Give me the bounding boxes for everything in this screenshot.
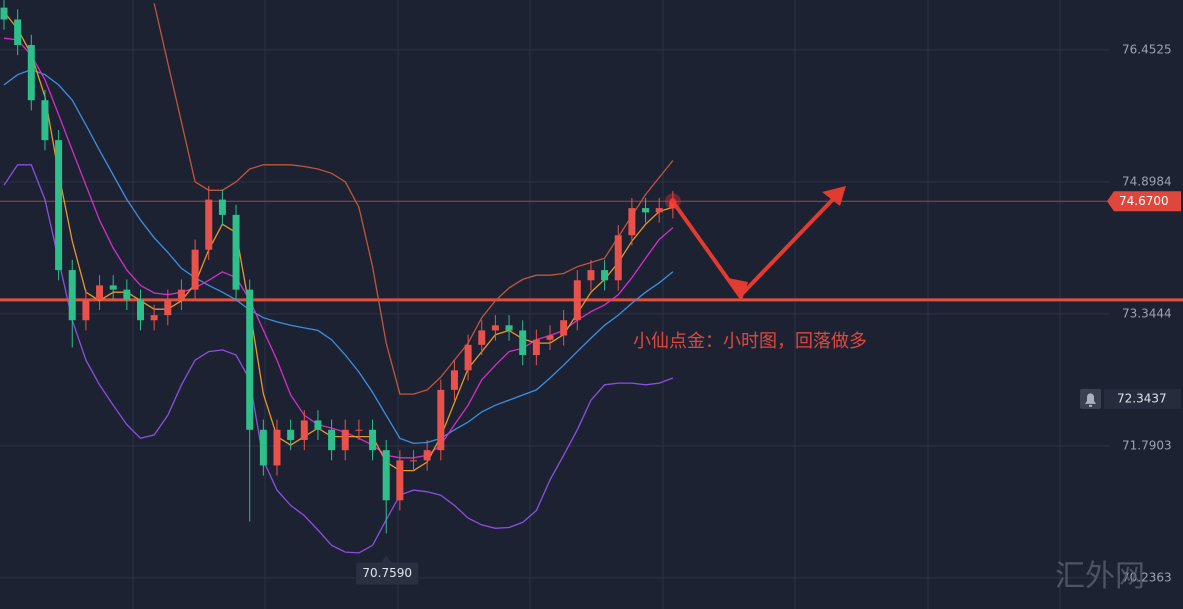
indicator-line <box>153 3 674 395</box>
low-marker-label: 70.7590 <box>362 566 412 580</box>
candle-body <box>601 270 609 281</box>
last-price-dot <box>669 198 676 205</box>
candle-body <box>464 344 472 371</box>
candle-body <box>191 249 199 290</box>
candle-body <box>491 325 499 331</box>
candle-body <box>560 320 568 336</box>
candle-body <box>341 429 349 451</box>
candle-body <box>669 201 677 209</box>
last-price-box <box>1107 191 1181 212</box>
candle-body <box>232 214 240 290</box>
candle-body <box>55 140 63 271</box>
candle-body <box>287 429 295 440</box>
alert-bell <box>1085 393 1096 407</box>
candle-body <box>532 339 540 356</box>
candle-body <box>546 335 554 340</box>
arrows <box>674 186 846 300</box>
y-tick-label: 73.3444 <box>1122 306 1172 320</box>
candle-body <box>369 429 377 451</box>
candle-body <box>628 208 636 236</box>
candle-body <box>164 299 172 316</box>
annotation: 小仙点金：小时图，回落做多 <box>633 331 867 352</box>
candle-body <box>246 289 254 430</box>
candle-body <box>573 280 581 321</box>
candle-body <box>314 420 322 430</box>
y-tick-label: 76.4525 <box>1122 42 1172 56</box>
candle-body <box>96 285 104 300</box>
candle-body <box>450 370 458 390</box>
candle-body <box>478 330 486 345</box>
indicator-line <box>3 11 674 472</box>
candle-body <box>14 19 22 46</box>
candle-body <box>519 330 527 356</box>
candle-body <box>259 429 267 466</box>
low-marker-pointer <box>381 555 392 563</box>
y-tick-label: 70.2363 <box>1122 570 1172 584</box>
plot: 76.4525 74.8984 73.3444 71.7903 70.2363 74.67… <box>0 0 1183 585</box>
candle-body <box>505 325 513 331</box>
candle-body <box>109 285 117 290</box>
alert-box <box>1104 388 1181 409</box>
candle-body <box>410 460 417 462</box>
indicator-line <box>3 68 674 445</box>
indicator-line <box>3 164 674 554</box>
y-tick-label: 74.8984 <box>1122 174 1172 188</box>
alert-label: 72.3437 <box>1117 391 1167 405</box>
candle-body <box>123 289 131 300</box>
candle-body <box>82 299 90 321</box>
time-grid <box>132 0 1061 609</box>
candle-body <box>41 100 49 141</box>
candle-body <box>218 199 226 215</box>
candle-body <box>655 208 663 213</box>
candle-body <box>587 270 595 281</box>
candle-body <box>0 7 8 20</box>
candle-body <box>137 299 144 321</box>
low-marker-box <box>356 562 419 585</box>
candle-body <box>68 270 76 321</box>
candle-body <box>150 315 158 321</box>
candle-body <box>614 235 622 281</box>
candle-body <box>300 420 308 440</box>
candle-body <box>177 289 185 300</box>
y-tick-label: 71.7903 <box>1122 438 1172 452</box>
candle-body <box>205 199 213 250</box>
candle-body <box>642 208 650 213</box>
watermark: 汇外网 <box>1055 559 1145 594</box>
candle-body <box>355 429 363 431</box>
candle-body <box>396 460 404 501</box>
candle-body <box>328 429 336 451</box>
candle-body <box>273 429 281 466</box>
candle-body <box>437 389 445 451</box>
last-price-label: 74.6700 <box>1119 194 1169 208</box>
candle-body <box>382 450 390 501</box>
candle-body <box>27 45 35 101</box>
candle-body <box>423 450 431 461</box>
